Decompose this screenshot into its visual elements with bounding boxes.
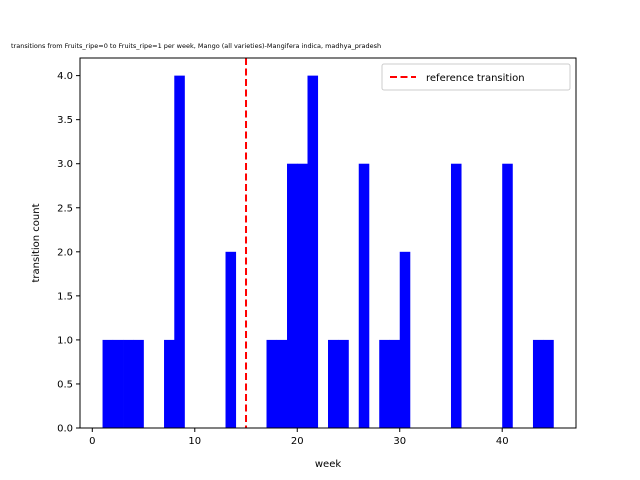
- bar: [532, 339, 544, 428]
- bar: [287, 163, 298, 428]
- bar: [174, 75, 185, 428]
- bar: [389, 339, 401, 428]
- x-tick-label: 30: [393, 436, 406, 447]
- y-tick-label: 4.0: [57, 71, 73, 82]
- bar: [399, 251, 411, 428]
- x-tick-label: 0: [89, 436, 95, 447]
- bars-group: [102, 75, 554, 428]
- bar: [338, 339, 349, 428]
- y-tick-label: 2.0: [57, 247, 73, 258]
- y-tick-label: 1.0: [57, 335, 73, 346]
- bar: [276, 339, 288, 428]
- bar: [123, 339, 134, 428]
- bar: [328, 339, 339, 428]
- y-tick-label: 0.0: [57, 424, 73, 435]
- legend-label-reference: reference transition: [426, 73, 525, 84]
- bar: [379, 339, 390, 428]
- y-tick-label: 1.5: [57, 291, 73, 302]
- bar: [266, 339, 278, 428]
- y-tick-label: 2.5: [57, 203, 73, 214]
- bar: [297, 163, 308, 428]
- x-axis-ticks: 0 10 20 30 40: [89, 428, 509, 447]
- bar: [307, 75, 319, 428]
- y-tick-label: 3.0: [57, 159, 73, 170]
- legend-box: [381, 63, 571, 91]
- plot-frame: [79, 57, 577, 429]
- bar: [112, 339, 124, 428]
- x-tick-label: 20: [291, 436, 304, 447]
- bar: [502, 163, 513, 428]
- legend: reference transition: [381, 63, 571, 91]
- bar: [543, 339, 554, 428]
- x-tick-label: 40: [496, 436, 509, 447]
- y-axis-label: transition count: [31, 203, 42, 282]
- x-tick-label: 10: [188, 436, 201, 447]
- chart-title: transitions from Fruits_ripe=0 to Fruits…: [11, 42, 381, 50]
- bar: [225, 251, 237, 428]
- bar: [133, 339, 144, 428]
- bar: [102, 339, 114, 428]
- y-axis-ticks: 0.0 0.5 1.0 1.5 2.0 2.5 3.0 3.5 4.0: [57, 71, 80, 435]
- y-tick-label: 0.5: [57, 379, 73, 390]
- bar: [450, 163, 462, 428]
- bar: [164, 339, 175, 428]
- y-tick-label: 3.5: [57, 115, 73, 126]
- bar: [358, 163, 370, 428]
- x-axis-label: week: [315, 459, 341, 470]
